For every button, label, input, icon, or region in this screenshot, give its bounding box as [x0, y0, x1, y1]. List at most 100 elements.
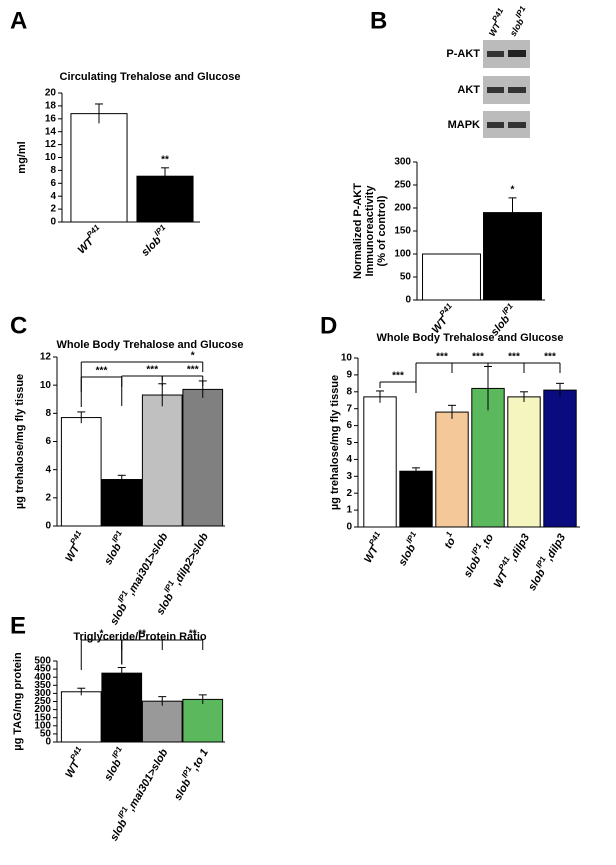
y-axis-label: µg TAG/mg protein: [12, 652, 24, 751]
label-base: WT: [63, 542, 83, 564]
label-sup: P41: [69, 529, 84, 546]
y-tick-label: 4: [50, 191, 56, 202]
y-axis-label: µg trehalose/mg fly tissue: [329, 375, 341, 510]
panel-letter: D: [320, 312, 337, 339]
label-sup: P41: [438, 301, 454, 318]
significance: ***: [392, 371, 404, 382]
significance: ***: [544, 352, 556, 363]
significance: *: [100, 629, 104, 640]
y-tick-label: 150: [394, 226, 411, 237]
y-tick-label: 50: [400, 272, 412, 283]
bar: [101, 479, 143, 527]
label-sup: P41: [490, 6, 505, 23]
label-base: WT: [76, 235, 97, 256]
x-tick-label: WTP41: [427, 301, 460, 336]
y-axis-label-line: µg trehalose/mg fly tissue: [329, 375, 341, 510]
blot-lane-label: WTP41: [483, 6, 510, 38]
significance: ***: [472, 352, 484, 363]
y-tick-label: 250: [394, 180, 411, 191]
label-base: slob: [396, 542, 418, 568]
y-tick-label: 4: [45, 464, 51, 475]
y-tick-label: 100: [34, 720, 51, 731]
significance: **: [189, 629, 197, 640]
x-tick-label: WTP41: [73, 223, 107, 257]
label-base: slob: [172, 777, 194, 803]
label-sup: P41: [367, 530, 382, 547]
significance: ***: [436, 352, 448, 363]
label-base: slob: [462, 554, 484, 580]
x-tick-label: slobIP1,to 1: [169, 745, 211, 802]
y-tick-label: 12: [45, 139, 57, 150]
y-tick-label: 4: [346, 454, 352, 465]
y-tick-label: 450: [34, 664, 51, 675]
label-tail: ,dilp3: [543, 532, 568, 564]
y-tick-label: 6: [50, 178, 56, 189]
chart-title: Whole Body Trehalose and Glucose: [56, 339, 243, 351]
y-tick-label: 0: [405, 295, 411, 306]
y-tick-label: 8: [346, 386, 352, 397]
y-axis-label-line: (% of control): [376, 195, 388, 266]
significance: ***: [187, 365, 199, 376]
significance: ***: [96, 366, 108, 377]
error-bar: [198, 694, 207, 704]
x-tick-label: slobIP1: [99, 745, 130, 783]
y-axis-label: mg/ml: [16, 141, 28, 173]
y-axis-label: Normalized P-AKTImmunoreactivity(% of co…: [352, 183, 388, 279]
label-base: WT: [63, 758, 83, 780]
y-axis-label-line: Immunoreactivity: [364, 185, 376, 277]
blot-row-label: MAPK: [448, 119, 480, 131]
y-tick-label: 250: [34, 696, 51, 707]
western-blot: [483, 40, 530, 138]
blot-row-label: AKT: [457, 84, 480, 96]
y-tick-label: 10: [45, 152, 57, 163]
y-tick-label: 10: [40, 380, 52, 391]
blot-band: [487, 87, 504, 93]
panel-letter: E: [10, 612, 26, 639]
y-tick-label: 20: [45, 88, 57, 99]
significance: **: [161, 154, 169, 165]
bar: [182, 388, 224, 527]
label-base: WT: [492, 568, 512, 590]
y-tick-label: 200: [34, 704, 51, 715]
x-tick-label: slobIP1: [137, 223, 173, 259]
bar: [60, 417, 102, 527]
bar: [101, 672, 143, 743]
significance: *: [511, 185, 515, 196]
y-axis-label-line: Normalized P-AKT: [352, 183, 364, 279]
label-sup: IP1: [110, 745, 124, 760]
bar: [70, 113, 128, 223]
y-tick-label: 9: [346, 370, 352, 381]
y-axis-label-line: µg TAG/mg protein: [12, 652, 24, 751]
bar: [60, 691, 102, 743]
blot-band: [508, 87, 526, 93]
y-tick-label: 16: [45, 113, 57, 124]
y-tick-label: 6: [346, 420, 352, 431]
y-tick-label: 5: [346, 437, 352, 448]
x-tick-label: WTP41: [60, 529, 90, 565]
error-bar: [556, 382, 564, 397]
y-axis-label-line: mg/ml: [16, 141, 28, 173]
bar: [471, 387, 505, 528]
bar: [363, 396, 397, 528]
y-tick-label: 3: [346, 471, 352, 482]
y-tick-label: 350: [34, 680, 51, 691]
label-sup: P41: [85, 223, 102, 240]
y-tick-label: 0: [45, 737, 51, 748]
y-tick-label: 1: [346, 505, 352, 516]
y-tick-label: 10: [341, 353, 353, 364]
y-tick-label: 14: [45, 126, 57, 137]
error-bar: [508, 197, 517, 228]
panel-letter: A: [10, 7, 27, 34]
y-axis-label: µg trehalose/mg fly tissue: [14, 374, 26, 509]
x-tick-label: slobIP1,to: [458, 530, 496, 580]
label-sup: IP1: [514, 4, 528, 19]
y-tick-label: 400: [34, 672, 51, 683]
y-tick-label: 2: [346, 488, 352, 499]
error-bar: [117, 474, 126, 484]
y-tick-label: 7: [346, 403, 352, 414]
y-tick-label: 18: [45, 101, 57, 112]
label-base: slob: [108, 817, 130, 843]
y-axis-label-line: µg trehalose/mg fly tissue: [14, 374, 26, 509]
y-tick-label: 0: [50, 217, 56, 228]
label-base: slob: [139, 234, 164, 259]
